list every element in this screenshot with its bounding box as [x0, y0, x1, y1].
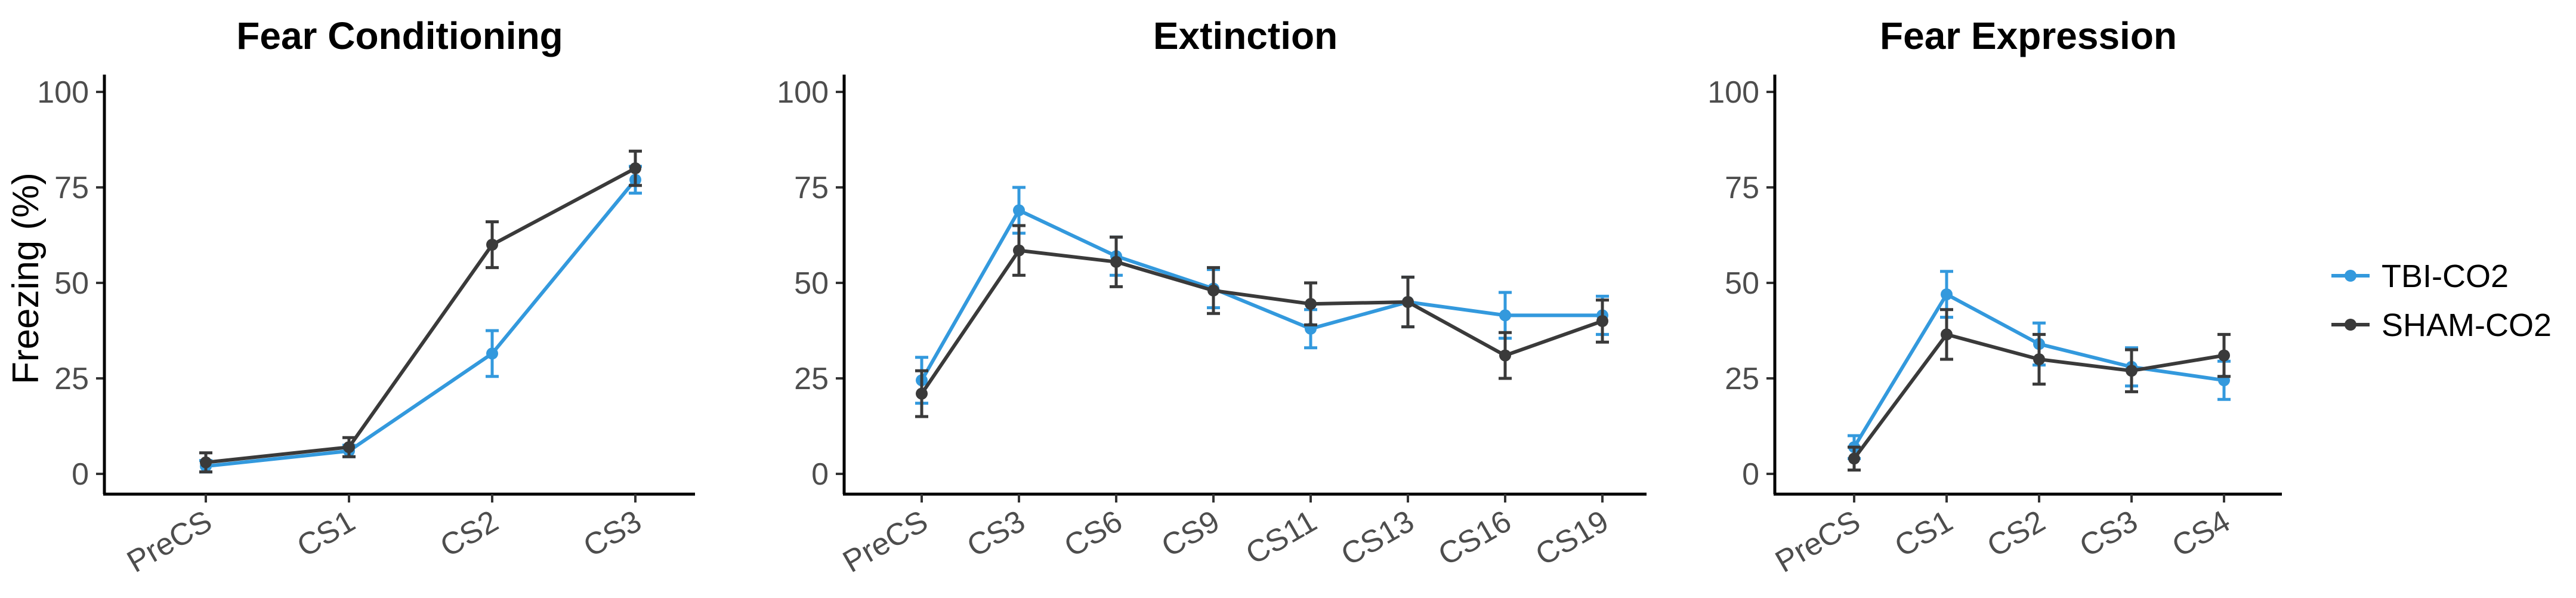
fear-expression-ytick-label: 25: [1725, 362, 1759, 396]
fear-conditioning-xtick-label: CS3: [577, 504, 647, 564]
extinction-xtick-label: CS3: [961, 504, 1031, 564]
extinction-tbi-co2-line: [920, 208, 1602, 381]
fear-conditioning-sham-co2-point: [343, 441, 355, 454]
fear-conditioning-title: Fear Conditioning: [236, 14, 563, 57]
extinction-xtick-label: CS19: [1530, 504, 1614, 572]
extinction-xtick-label: CS16: [1432, 504, 1517, 572]
extinction-xtick-label: CS11: [1240, 504, 1323, 571]
extinction-sham-co2-point: [1402, 296, 1414, 308]
fear-expression-xtick-label: CS3: [2074, 504, 2143, 564]
extinction-sham-co2-line: [920, 248, 1603, 395]
fear-expression-sham-co2-point: [1941, 328, 1953, 341]
fear-expression-sham-co2-point: [2126, 365, 2138, 377]
fear-conditioning-tbi-co2-line: [205, 178, 637, 468]
extinction-sham-co2-point: [916, 387, 928, 400]
extinction-xtick-label: CS6: [1058, 504, 1128, 564]
fear-expression-ytick-label: 50: [1725, 266, 1759, 301]
legend-tbi-co2-label: TBI-CO2: [2382, 258, 2509, 294]
fear-expression-sham-co2-point: [1848, 452, 1860, 465]
legend-sham-co2-label: SHAM-CO2: [2382, 307, 2552, 343]
fear-conditioning-ytick-label: 100: [37, 75, 89, 110]
fear-expression-sham-co2-point: [2033, 353, 2045, 365]
fear-expression-ytick-label: 0: [1742, 457, 1759, 492]
fear-conditioning-xtick-label: CS2: [434, 504, 504, 564]
extinction-tbi-co2-point: [1013, 204, 1025, 217]
fear-expression-xtick-label: CS2: [1981, 504, 2051, 564]
extinction-xtick-label: CS9: [1156, 504, 1225, 564]
extinction-sham-co2-point: [1013, 244, 1025, 257]
extinction-ytick-label: 100: [777, 75, 829, 110]
fear-expression-xtick-label: CS4: [2166, 504, 2236, 564]
extinction-sham-co2-point: [1207, 284, 1219, 297]
fear-expression-sham-co2-point: [2218, 349, 2230, 362]
extinction-tbi-co2-point: [1499, 309, 1511, 322]
fear-expression-xtick-label: CS1: [1889, 504, 1959, 564]
fear-expression-ytick-label: 75: [1725, 171, 1759, 205]
extinction-ytick-label: 50: [794, 266, 829, 301]
fear-conditioning-xtick-label: CS1: [291, 504, 361, 564]
fear-conditioning-sham-co2-point: [200, 456, 212, 468]
extinction-xtick-label: PreCS: [837, 504, 934, 579]
fear-expression-title: Fear Expression: [1880, 14, 2177, 57]
extinction-sham-co2-point: [1110, 255, 1122, 268]
fear-conditioning-sham-co2-point: [486, 239, 498, 251]
extinction-sham-co2-point: [1305, 298, 1317, 310]
fear-expression-xtick-label: PreCS: [1769, 504, 1866, 579]
y-axis-label: Freezing (%): [5, 172, 47, 384]
extinction-title: Extinction: [1153, 14, 1338, 57]
extinction-sham-co2-point: [1499, 349, 1511, 362]
fear-conditioning-ytick-label: 50: [54, 266, 89, 301]
fear-conditioning-ytick-label: 25: [54, 362, 89, 396]
fear-conditioning-sham-co2-point: [629, 162, 641, 174]
fear-conditioning-ytick-label: 0: [72, 457, 89, 492]
extinction-ytick-label: 25: [794, 362, 829, 396]
fear-conditioning-tbi-co2-point: [486, 347, 498, 360]
extinction-ytick-label: 0: [811, 457, 829, 492]
fear-conditioning-xtick-label: PreCS: [121, 504, 218, 579]
extinction-ytick-label: 75: [794, 171, 829, 205]
legend-tbi-co2-point: [2345, 270, 2356, 282]
extinction-sham-co2-point: [1596, 315, 1608, 327]
extinction-xtick-label: CS13: [1335, 504, 1420, 572]
fear-expression-ytick-label: 100: [1707, 75, 1759, 110]
fear-conditioning-ytick-label: 75: [54, 171, 89, 205]
fear-expression-tbi-co2-point: [1941, 288, 1953, 301]
fear-conditioning-sham-co2-line: [205, 167, 637, 464]
legend-sham-co2-point: [2345, 319, 2356, 331]
